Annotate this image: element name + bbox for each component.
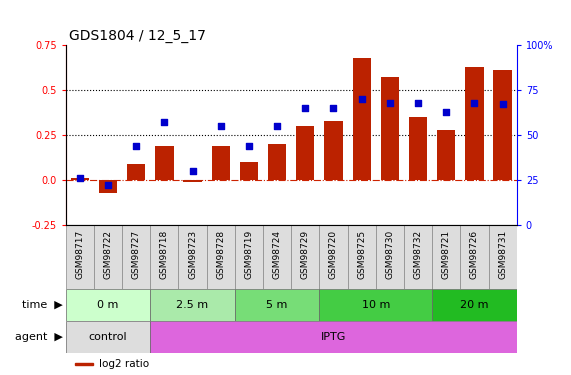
Bar xyxy=(432,225,460,289)
Point xyxy=(131,143,140,149)
Text: GSM98720: GSM98720 xyxy=(329,230,338,279)
Bar xyxy=(66,289,150,321)
Bar xyxy=(66,321,150,352)
Bar xyxy=(263,225,291,289)
Bar xyxy=(268,144,286,180)
Text: GSM98729: GSM98729 xyxy=(301,230,310,279)
Point xyxy=(498,101,507,107)
Bar xyxy=(183,180,202,182)
Text: 10 m: 10 m xyxy=(361,300,390,310)
Bar xyxy=(319,289,432,321)
Bar xyxy=(376,225,404,289)
Text: log2 ratio: log2 ratio xyxy=(99,359,150,369)
Point xyxy=(216,123,226,129)
Text: GSM98728: GSM98728 xyxy=(216,230,225,279)
Bar xyxy=(150,321,517,352)
Bar xyxy=(493,70,512,180)
Text: GSM98719: GSM98719 xyxy=(244,230,254,279)
Bar xyxy=(150,289,235,321)
Text: 2.5 m: 2.5 m xyxy=(176,300,208,310)
Bar xyxy=(94,225,122,289)
Bar xyxy=(178,225,207,289)
Text: GSM98723: GSM98723 xyxy=(188,230,197,279)
Text: GSM98724: GSM98724 xyxy=(272,230,282,279)
Bar xyxy=(348,225,376,289)
Text: GSM98727: GSM98727 xyxy=(132,230,140,279)
Bar xyxy=(437,130,456,180)
Bar xyxy=(291,225,319,289)
Text: GSM98725: GSM98725 xyxy=(357,230,366,279)
Bar xyxy=(319,225,348,289)
Bar xyxy=(66,225,94,289)
Text: control: control xyxy=(89,332,127,342)
Bar xyxy=(212,146,230,180)
Bar xyxy=(127,164,145,180)
Text: 0 m: 0 m xyxy=(97,300,119,310)
Point xyxy=(442,109,451,115)
Text: GSM98732: GSM98732 xyxy=(413,230,423,279)
Point xyxy=(329,105,338,111)
Point xyxy=(188,168,197,174)
Text: time  ▶: time ▶ xyxy=(22,300,63,310)
Point xyxy=(385,100,395,106)
Bar xyxy=(465,67,484,180)
Bar xyxy=(352,58,371,180)
Bar xyxy=(296,126,315,180)
Point xyxy=(357,96,366,102)
Bar xyxy=(460,225,489,289)
Text: GSM98731: GSM98731 xyxy=(498,230,507,279)
Point xyxy=(272,123,282,129)
Text: GSM98717: GSM98717 xyxy=(75,230,85,279)
Text: agent  ▶: agent ▶ xyxy=(15,332,63,342)
Bar xyxy=(324,121,343,180)
Point xyxy=(244,143,254,149)
Bar xyxy=(409,117,427,180)
Bar xyxy=(155,146,174,180)
Text: GSM98730: GSM98730 xyxy=(385,230,395,279)
Bar xyxy=(71,178,89,180)
Point xyxy=(470,100,479,106)
Bar xyxy=(240,162,258,180)
Text: GSM98722: GSM98722 xyxy=(103,230,112,279)
Bar xyxy=(150,225,178,289)
Text: GSM98721: GSM98721 xyxy=(442,230,451,279)
Bar xyxy=(75,363,93,365)
Bar xyxy=(404,225,432,289)
Point xyxy=(301,105,310,111)
Bar xyxy=(235,289,319,321)
Text: GDS1804 / 12_5_17: GDS1804 / 12_5_17 xyxy=(69,29,206,43)
Text: 20 m: 20 m xyxy=(460,300,489,310)
Text: GSM98726: GSM98726 xyxy=(470,230,479,279)
Text: IPTG: IPTG xyxy=(321,332,346,342)
Text: 5 m: 5 m xyxy=(267,300,288,310)
Bar xyxy=(122,225,150,289)
Bar xyxy=(432,289,517,321)
Point xyxy=(413,100,423,106)
Point xyxy=(103,182,112,188)
Point xyxy=(75,175,85,181)
Text: GSM98718: GSM98718 xyxy=(160,230,169,279)
Point xyxy=(160,119,169,125)
Bar xyxy=(381,77,399,180)
Bar xyxy=(99,180,117,193)
Bar xyxy=(207,225,235,289)
Bar xyxy=(235,225,263,289)
Bar xyxy=(489,225,517,289)
